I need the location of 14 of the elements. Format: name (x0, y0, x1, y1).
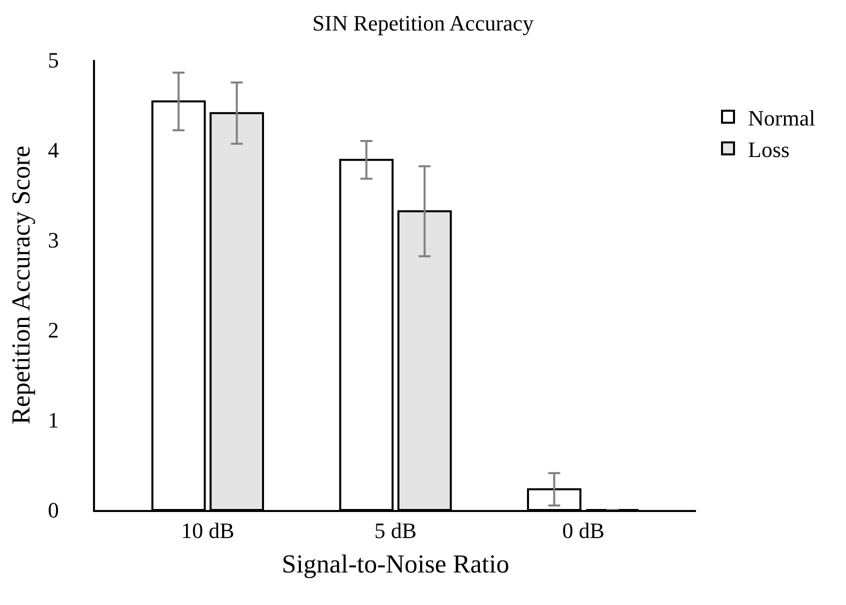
y-tick-label: 2 (48, 318, 59, 343)
y-tick-label: 5 (48, 48, 59, 73)
y-tick-label: 3 (48, 228, 59, 253)
y-tick-label: 4 (48, 138, 59, 163)
y-axis-title: Repetition Accuracy Score (6, 146, 36, 424)
x-axis-title: Signal-to-Noise Ratio (282, 549, 510, 578)
y-tick-label: 0 (48, 498, 59, 523)
x-tick-label: 10 dB (181, 518, 234, 544)
x-tick-label: 5 dB (374, 518, 417, 544)
legend-label: Loss (748, 136, 790, 162)
y-tick-label: 1 (48, 408, 59, 433)
x-tick-label: 0 dB (562, 518, 604, 544)
chart-title: SIN Repetition Accuracy (312, 10, 534, 36)
legend-label: Normal (748, 105, 816, 130)
